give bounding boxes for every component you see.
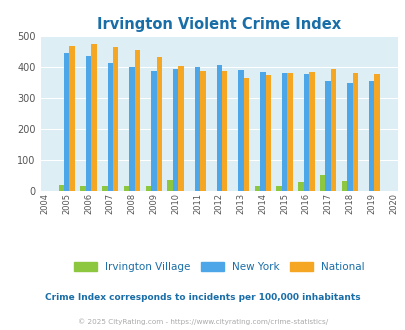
Bar bbox=[178, 66, 183, 191]
Bar bbox=[173, 69, 178, 191]
Bar bbox=[373, 74, 379, 191]
Bar bbox=[238, 70, 243, 191]
Bar bbox=[254, 186, 260, 191]
Bar bbox=[276, 186, 281, 191]
Bar bbox=[260, 72, 265, 191]
Bar bbox=[134, 50, 140, 191]
Bar bbox=[80, 186, 85, 191]
Bar bbox=[107, 63, 113, 191]
Bar bbox=[222, 71, 227, 191]
Bar bbox=[58, 185, 64, 191]
Bar bbox=[129, 67, 134, 191]
Bar bbox=[113, 47, 118, 191]
Bar bbox=[91, 44, 96, 191]
Bar bbox=[156, 57, 162, 191]
Bar bbox=[287, 73, 292, 191]
Bar bbox=[145, 186, 151, 191]
Bar bbox=[216, 65, 222, 191]
Text: Crime Index corresponds to incidents per 100,000 inhabitants: Crime Index corresponds to incidents per… bbox=[45, 292, 360, 302]
Bar bbox=[69, 46, 75, 191]
Bar bbox=[352, 73, 357, 191]
Bar bbox=[281, 73, 287, 191]
Bar bbox=[346, 83, 352, 191]
Bar bbox=[243, 78, 249, 191]
Bar bbox=[330, 69, 335, 191]
Bar bbox=[298, 182, 303, 191]
Bar bbox=[194, 67, 200, 191]
Bar bbox=[325, 81, 330, 191]
Bar bbox=[303, 74, 308, 191]
Bar bbox=[308, 72, 314, 191]
Bar bbox=[341, 181, 346, 191]
Bar bbox=[265, 75, 270, 191]
Legend: Irvington Village, New York, National: Irvington Village, New York, National bbox=[73, 262, 364, 272]
Bar bbox=[151, 71, 156, 191]
Bar bbox=[102, 186, 107, 191]
Bar bbox=[124, 186, 129, 191]
Bar bbox=[64, 53, 69, 191]
Bar bbox=[368, 81, 373, 191]
Title: Irvington Violent Crime Index: Irvington Violent Crime Index bbox=[97, 17, 341, 32]
Text: © 2025 CityRating.com - https://www.cityrating.com/crime-statistics/: © 2025 CityRating.com - https://www.city… bbox=[78, 318, 327, 325]
Bar bbox=[85, 56, 91, 191]
Bar bbox=[200, 71, 205, 191]
Bar bbox=[319, 175, 325, 191]
Bar bbox=[167, 180, 173, 191]
